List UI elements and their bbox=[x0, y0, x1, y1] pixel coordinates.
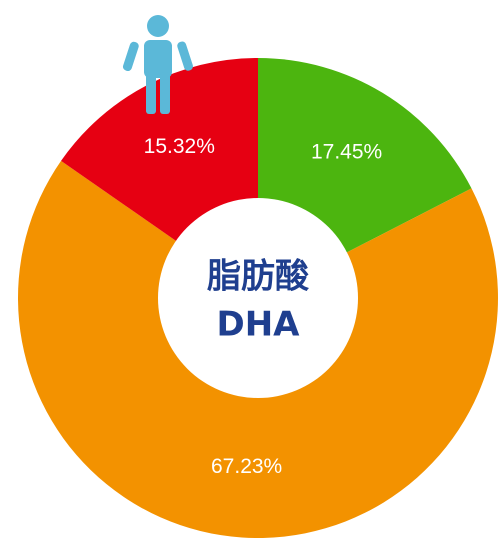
center-text: 脂肪酸 bbox=[207, 257, 310, 297]
donut-hole bbox=[158, 198, 358, 398]
value-label: 67.23% bbox=[211, 455, 282, 478]
value-label: 15.32% bbox=[144, 135, 215, 158]
center-text: DHA bbox=[217, 305, 301, 345]
person-icon bbox=[122, 15, 193, 114]
value-label: 17.45% bbox=[311, 140, 382, 163]
